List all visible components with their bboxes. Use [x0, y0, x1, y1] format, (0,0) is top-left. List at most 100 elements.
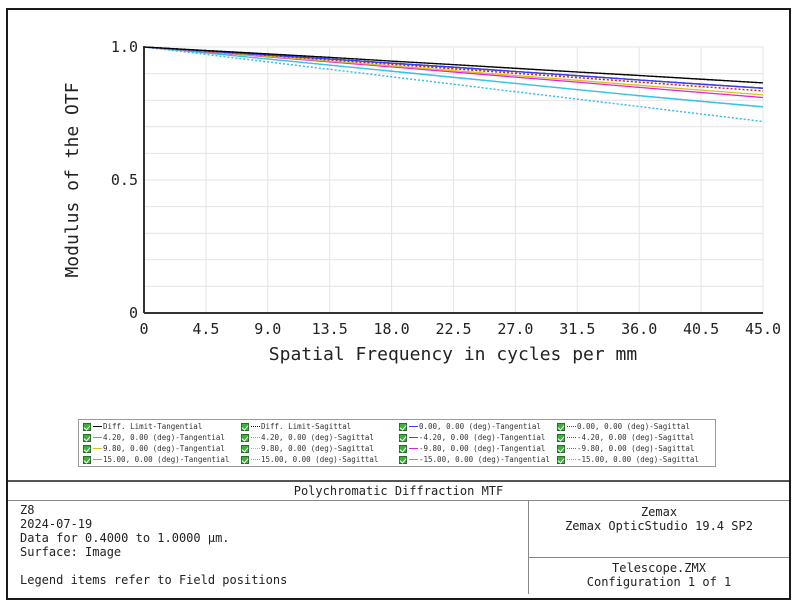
svg-text:27.0: 27.0: [497, 320, 533, 338]
legend-label: 4.20, 0.00 (deg)-Sagittal: [261, 433, 374, 442]
info-line-lens: Z8: [20, 503, 35, 517]
solid-line-swatch-icon: [409, 437, 418, 438]
dotted-line-swatch-icon: [251, 437, 260, 438]
checkbox-checked-icon[interactable]: [241, 455, 249, 464]
legend-item[interactable]: -4.20, 0.00 (deg)-Tangential: [399, 432, 545, 443]
svg-text:0: 0: [129, 304, 138, 322]
checkbox-checked-icon[interactable]: [241, 433, 249, 442]
legend-item[interactable]: -9.80, 0.00 (deg)-Sagittal: [557, 443, 694, 454]
legend-label: Diff. Limit-Sagittal: [261, 422, 352, 431]
checkbox-checked-icon[interactable]: [241, 444, 249, 453]
legend-item[interactable]: Diff. Limit-Sagittal: [241, 421, 351, 432]
legend-label: 15.00, 0.00 (deg)-Sagittal: [261, 455, 379, 464]
solid-line-swatch-icon: [409, 448, 418, 449]
dotted-line-swatch-icon: [567, 448, 576, 449]
mtf-chart: 0 4.5 9.0 13.5 18.0 22.5 27.0 31.5 36.0 40.5 45.0 0…: [62, 38, 781, 365]
legend-label: -4.20, 0.00 (deg)-Sagittal: [577, 433, 695, 442]
legend-item[interactable]: 0.00, 0.00 (deg)-Tangential: [399, 421, 541, 432]
svg-text:13.5: 13.5: [312, 320, 348, 338]
checkbox-checked-icon[interactable]: [557, 444, 565, 453]
svg-text:22.5: 22.5: [435, 320, 471, 338]
legend-label: 9.80, 0.00 (deg)-Tangential: [103, 444, 225, 453]
solid-line-swatch-icon: [409, 459, 418, 460]
dotted-line-swatch-icon: [567, 437, 576, 438]
info-line-wavelength: Data for 0.4000 to 1.0000 µm.: [20, 531, 230, 545]
svg-text:0: 0: [139, 320, 148, 338]
svg-text:31.5: 31.5: [559, 320, 595, 338]
info-configuration: Configuration 1 of 1: [586, 575, 732, 589]
checkbox-checked-icon[interactable]: [557, 455, 565, 464]
series-line: [143, 46, 764, 108]
analysis-window-frame: [6, 8, 791, 600]
checkbox-checked-icon[interactable]: [241, 422, 249, 431]
legend-label: 0.00, 0.00 (deg)-Tangential: [419, 422, 541, 431]
info-filename: Telescope.ZMX: [612, 561, 706, 575]
legend-label: -9.80, 0.00 (deg)-Tangential: [419, 444, 546, 453]
legend-item[interactable]: 15.00, 0.00 (deg)-Sagittal: [241, 454, 378, 465]
legend-label: -4.20, 0.00 (deg)-Tangential: [419, 433, 546, 442]
y-axis-label: Modulus of the OTF: [62, 82, 83, 277]
legend-item[interactable]: 15.00, 0.00 (deg)-Tangential: [83, 454, 229, 465]
checkbox-checked-icon[interactable]: [83, 455, 91, 464]
legend-item[interactable]: -15.00, 0.00 (deg)-Sagittal: [557, 454, 699, 465]
chart-axes: [143, 46, 763, 314]
dotted-line-swatch-icon: [567, 426, 576, 427]
checkbox-checked-icon[interactable]: [557, 433, 565, 442]
svg-text:40.5: 40.5: [683, 320, 719, 338]
legend-item[interactable]: 0.00, 0.00 (deg)-Sagittal: [557, 421, 690, 432]
solid-line-swatch-icon: [93, 459, 102, 460]
legend-item[interactable]: -15.00, 0.00 (deg)-Tangential: [399, 454, 550, 465]
info-left: Z8 2024-07-19 Data for 0.4000 to 1.0000 …: [20, 503, 287, 587]
legend-item[interactable]: 4.20, 0.00 (deg)-Sagittal: [241, 432, 374, 443]
x-axis-label: Spatial Frequency in cycles per mm: [269, 344, 637, 365]
legend-label: 9.80, 0.00 (deg)-Sagittal: [261, 444, 374, 453]
info-file: Telescope.ZMX Configuration 1 of 1: [528, 558, 789, 594]
svg-text:45.0: 45.0: [745, 320, 781, 338]
info-title: Polychromatic Diffraction MTF: [8, 482, 789, 501]
solid-line-swatch-icon: [93, 426, 102, 427]
legend-item[interactable]: 9.80, 0.00 (deg)-Sagittal: [241, 443, 374, 454]
legend-label: -9.80, 0.00 (deg)-Sagittal: [577, 444, 695, 453]
info-line-date: 2024-07-19: [20, 517, 93, 531]
info-line-surface: Surface: Image: [20, 545, 122, 559]
info-legend-note: Legend items refer to Field positions: [20, 573, 288, 587]
checkbox-checked-icon[interactable]: [399, 444, 407, 453]
dotted-line-swatch-icon: [567, 459, 576, 460]
legend-label: 4.20, 0.00 (deg)-Tangential: [103, 433, 225, 442]
checkbox-checked-icon[interactable]: [399, 455, 407, 464]
chart-tick-labels: 0 4.5 9.0 13.5 18.0 22.5 27.0 31.5 36.0 40.5 45.0 0…: [111, 38, 781, 338]
legend-label: Diff. Limit-Tangential: [103, 422, 203, 431]
solid-line-swatch-icon: [93, 448, 102, 449]
checkbox-checked-icon[interactable]: [83, 433, 91, 442]
checkbox-checked-icon[interactable]: [399, 422, 407, 431]
svg-text:36.0: 36.0: [621, 320, 657, 338]
checkbox-checked-icon[interactable]: [557, 422, 565, 431]
dotted-line-swatch-icon: [251, 448, 260, 449]
info-company: Zemax: [640, 505, 678, 519]
checkbox-checked-icon[interactable]: [83, 422, 91, 431]
dotted-line-swatch-icon: [251, 426, 260, 427]
legend-item[interactable]: 4.20, 0.00 (deg)-Tangential: [83, 432, 225, 443]
legend-label: -15.00, 0.00 (deg)-Sagittal: [577, 455, 699, 464]
svg-text:0.5: 0.5: [111, 171, 138, 189]
svg-text:9.0: 9.0: [254, 320, 281, 338]
dotted-line-swatch-icon: [251, 459, 260, 460]
checkbox-checked-icon[interactable]: [399, 433, 407, 442]
solid-line-swatch-icon: [93, 437, 102, 438]
legend-label: -15.00, 0.00 (deg)-Tangential: [419, 455, 550, 464]
legend-item[interactable]: -4.20, 0.00 (deg)-Sagittal: [557, 432, 694, 443]
legend-item[interactable]: Diff. Limit-Tangential: [83, 421, 202, 432]
legend-item[interactable]: 9.80, 0.00 (deg)-Tangential: [83, 443, 225, 454]
solid-line-swatch-icon: [409, 426, 418, 427]
legend-label: 15.00, 0.00 (deg)-Tangential: [103, 455, 230, 464]
svg-text:4.5: 4.5: [192, 320, 219, 338]
svg-text:1.0: 1.0: [111, 38, 138, 56]
chart-series: [143, 46, 764, 123]
series-line: [143, 46, 764, 96]
series-line: [143, 46, 764, 89]
legend-item[interactable]: -9.80, 0.00 (deg)-Tangential: [399, 443, 545, 454]
svg-text:18.0: 18.0: [374, 320, 410, 338]
info-software: Zemax Zemax OpticStudio 19.4 SP2: [528, 501, 789, 558]
info-panel: Polychromatic Diffraction MTF Z8 2024-07…: [8, 480, 789, 594]
checkbox-checked-icon[interactable]: [83, 444, 91, 453]
